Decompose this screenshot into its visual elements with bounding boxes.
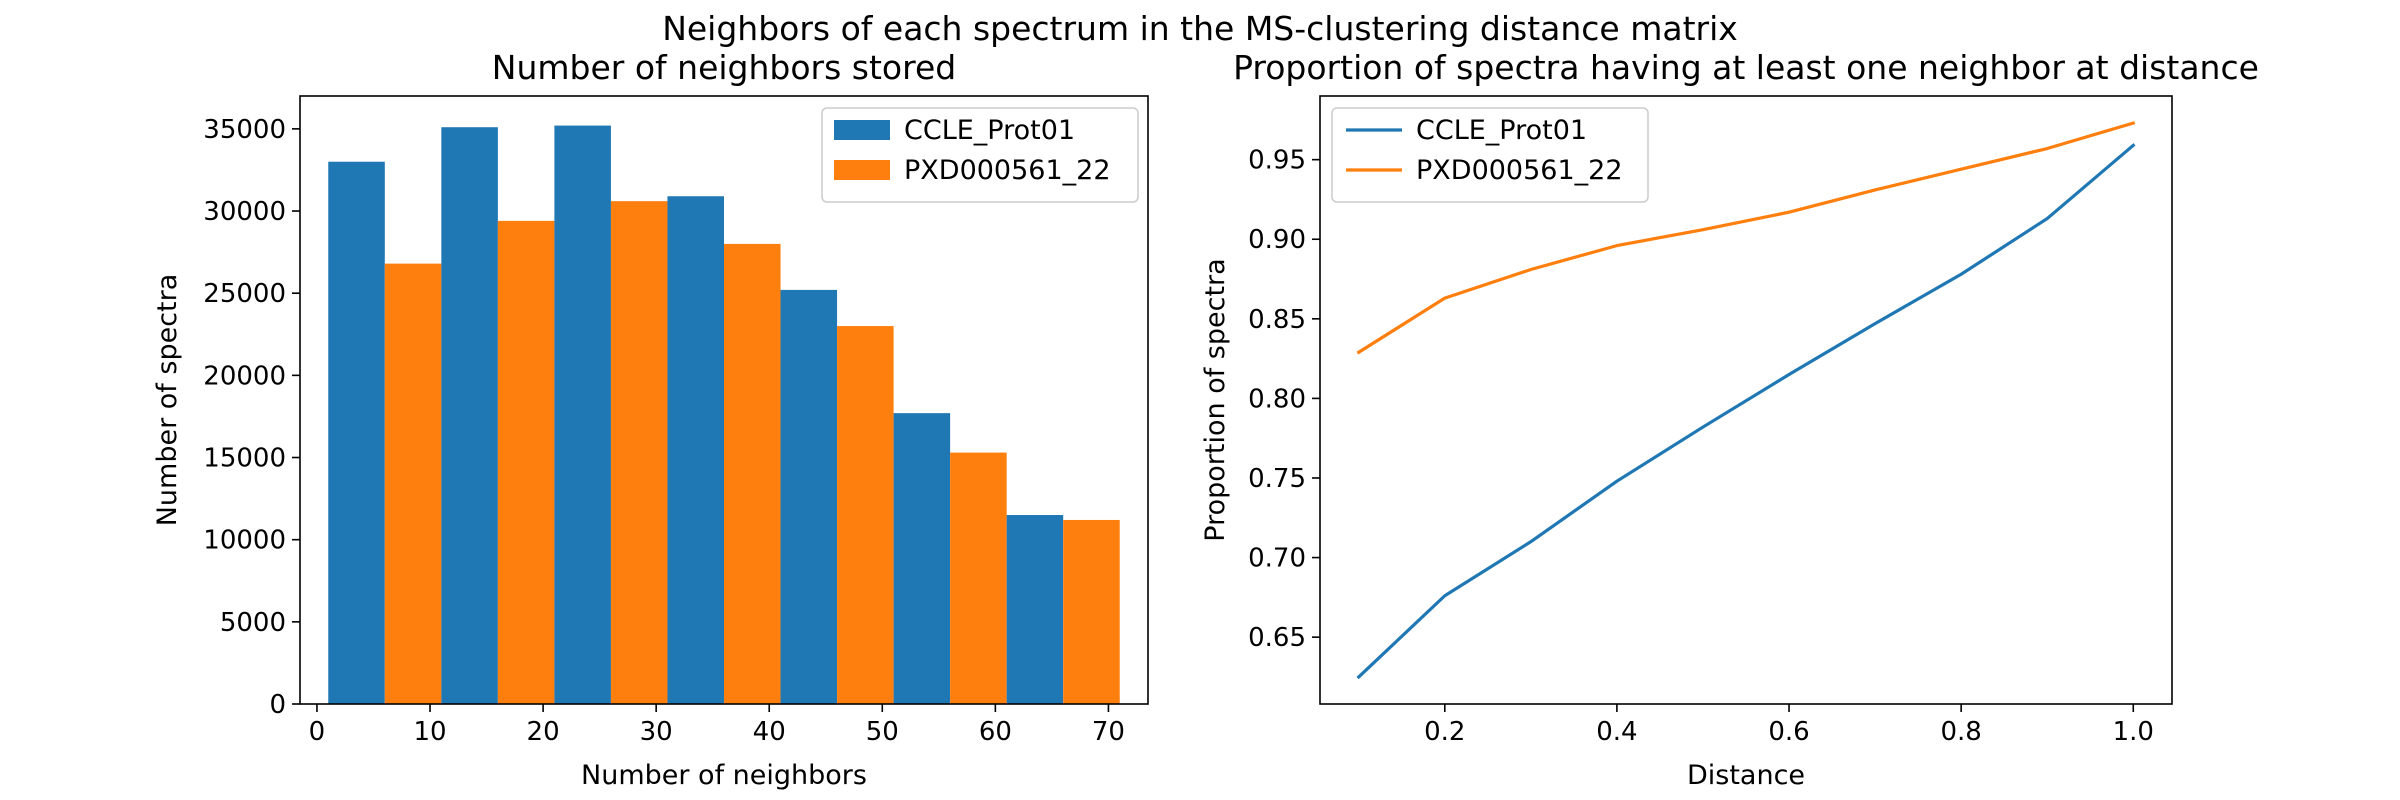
- bar-s1-bin-6: [1063, 519, 1120, 704]
- bar-y-tick-label: 35000: [203, 115, 286, 145]
- bar-x-tick-label: 0: [309, 717, 326, 747]
- line-chart-legend: CCLE_Prot01 PXD000561_22: [1331, 107, 1649, 203]
- line-y-tick-label: 0.90: [1248, 225, 1306, 255]
- line-x-tick-label: 0.2: [1424, 717, 1465, 747]
- line-series-0: [1356, 143, 2136, 680]
- line-legend-label-0: CCLE_Prot01: [1416, 115, 1587, 146]
- bar-y-tick-label: 0: [269, 690, 286, 720]
- bar-chart-legend: CCLE_Prot01 PXD000561_22: [821, 107, 1139, 203]
- bar-s0-bin-4: [780, 289, 838, 704]
- line-chart-x-ticks: 0.2 0.4 0.6 0.8 1.0: [1424, 704, 2154, 747]
- bar-chart-frame: [299, 95, 1149, 705]
- bar-s1-bin-1: [497, 220, 555, 705]
- bar-y-tick-label: 5000: [220, 608, 286, 638]
- line-y-tick-label: 0.95: [1248, 146, 1306, 176]
- bar-chart-neighbors-stored: Number of neighbors stored 0 10 20 30 40 50 60…: [152, 48, 1149, 791]
- line-x-tick-label: 1.0: [2113, 717, 2154, 747]
- bar-s1-bin-0: [384, 263, 442, 704]
- bar-y-tick-label: 10000: [203, 526, 286, 556]
- line-y-tick-label: 0.65: [1248, 623, 1306, 653]
- bar-chart-x-ticks: 0 10 20 30 40 50 60 70: [309, 704, 1125, 747]
- line-chart-y-ticks: 0.65 0.70 0.75 0.80 0.85 0.90 0.95: [1248, 146, 1320, 653]
- bar-legend-swatch-1: [834, 160, 890, 180]
- bar-x-tick-label: 10: [413, 717, 446, 747]
- bar-s1-bin-3: [724, 243, 781, 704]
- bar-y-tick-label: 30000: [203, 197, 286, 227]
- bar-legend-swatch-0: [834, 120, 890, 140]
- bar-x-tick-label: 40: [753, 717, 786, 747]
- bar-s0-bin-1: [441, 127, 498, 704]
- bar-chart-title: Number of neighbors stored: [492, 48, 956, 87]
- bar-chart-bars: [328, 125, 1120, 705]
- bar-x-tick-label: 20: [527, 717, 560, 747]
- bar-s1-bin-2: [610, 201, 668, 704]
- line-chart-frame: [1319, 95, 2173, 705]
- bar-s0-bin-5: [893, 413, 951, 704]
- bar-chart-x-axis-label: Number of neighbors: [581, 760, 867, 791]
- line-chart-title: Proportion of spectra having at least on…: [1233, 48, 2259, 87]
- bar-s0-bin-2: [554, 125, 611, 705]
- bar-y-tick-label: 15000: [203, 444, 286, 474]
- bar-chart-y-ticks: 0 5000 10000 15000 20000 25000 30000 35000: [203, 115, 300, 720]
- line-y-tick-label: 0.85: [1248, 305, 1306, 335]
- bar-s0-bin-6: [1006, 515, 1064, 704]
- bar-x-tick-label: 50: [866, 717, 899, 747]
- bar-s0-bin-3: [667, 196, 724, 704]
- line-chart-lines: [1356, 121, 2136, 680]
- line-y-tick-label: 0.70: [1248, 544, 1306, 574]
- bar-x-tick-label: 70: [1092, 717, 1125, 747]
- bar-s1-bin-4: [837, 326, 894, 704]
- line-series-1: [1356, 121, 2136, 355]
- line-y-tick-label: 0.75: [1248, 464, 1306, 494]
- line-x-tick-label: 0.6: [1768, 717, 1809, 747]
- line-chart-y-axis-label: Proportion of spectra: [1200, 258, 1231, 541]
- line-legend-box: [1331, 107, 1649, 203]
- line-x-tick-label: 0.4: [1596, 717, 1637, 747]
- line-chart-neighbor-proportion: Proportion of spectra having at least on…: [1200, 48, 2259, 791]
- bar-legend-label-0: CCLE_Prot01: [904, 115, 1075, 146]
- bar-s1-bin-5: [950, 452, 1007, 704]
- bar-y-tick-label: 20000: [203, 361, 286, 391]
- bar-legend-label-1: PXD000561_22: [904, 155, 1111, 186]
- bar-legend-box: [821, 107, 1139, 203]
- bar-x-tick-label: 60: [979, 717, 1012, 747]
- bar-chart-y-axis-label: Number of spectra: [152, 274, 183, 527]
- figure-title: Neighbors of each spectrum in the MS-clu…: [662, 9, 1738, 48]
- bar-y-tick-label: 25000: [203, 279, 286, 309]
- line-x-tick-label: 0.8: [1940, 717, 1981, 747]
- line-chart-x-axis-label: Distance: [1687, 760, 1805, 791]
- bar-s0-bin-0: [328, 161, 385, 704]
- line-y-tick-label: 0.80: [1248, 384, 1306, 414]
- line-legend-label-1: PXD000561_22: [1416, 155, 1623, 186]
- bar-x-tick-label: 30: [640, 717, 673, 747]
